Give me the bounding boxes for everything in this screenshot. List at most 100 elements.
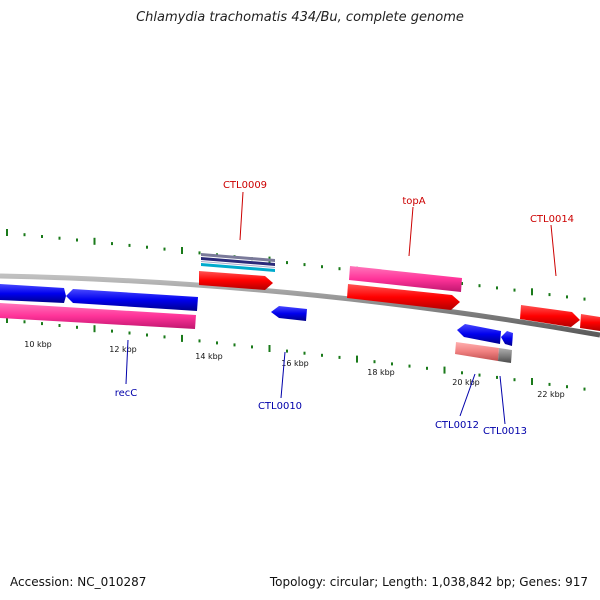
recC-label[interactable]: recC [115,388,138,399]
CTL0014-cds-arrow[interactable] [520,305,580,327]
accession-text: Accession: NC_010287 [10,575,147,589]
major-tick [93,325,96,333]
minor-tick [566,385,568,389]
topA-label[interactable]: topA [402,196,425,207]
major-tick [356,355,358,363]
topA-leader-line [408,206,414,257]
minor-tick [58,324,61,327]
pink-feature-left[interactable] [0,303,196,329]
minor-tick [233,343,236,347]
minor-tick [41,322,43,326]
CTL0012-label[interactable]: CTL0012 [435,420,479,431]
minor-tick [338,355,341,359]
minor-tick [303,351,306,355]
CTL0013-leader-line [499,375,506,425]
minor-tick [76,325,78,329]
pseudo-feature-grey[interactable] [498,348,512,363]
minor-tick [251,345,253,349]
minor-tick [461,282,463,285]
minor-tick [286,349,288,353]
minor-tick [391,362,393,366]
minor-tick [496,375,498,379]
minor-tick [303,263,306,267]
next-cds-arrow[interactable] [580,314,600,331]
topA-feature[interactable] [349,266,462,292]
CTL0009-cds-arrow[interactable] [199,271,273,290]
minor-tick [128,243,131,247]
major-tick [268,345,271,352]
minor-tick [566,295,568,299]
minor-tick [216,341,218,345]
scale-tick-label: 12 kbp [109,345,137,354]
reverse-gene-labels: recC CTL0010 CTL0012 CTL0013 [115,339,527,437]
scale-tick-label: 22 kbp [537,390,565,399]
minor-tick [478,284,481,288]
minor-tick [426,366,428,370]
major-tick [6,229,8,236]
CTL0009-label[interactable]: CTL0009 [223,180,267,191]
minor-tick [23,233,26,237]
CTL0010-label[interactable]: CTL0010 [258,401,302,412]
topA-cds-arrow[interactable] [347,284,460,310]
minor-tick [163,247,166,251]
minor-tick [583,387,586,391]
minor-tick [111,242,113,246]
major-tick [531,378,533,385]
scale-tick-labels: 10 kbp 12 kbp 14 kbp 16 kbp 18 kbp 20 kb… [24,340,565,399]
scale-tick-label: 10 kbp [24,340,52,349]
scale-tick-label: 20 kbp [452,378,480,387]
CTL0012-leader-line [459,373,476,417]
major-tick [93,237,96,245]
scale-tick-label: 14 kbp [195,352,223,361]
topology-text: Topology: circular; Length: 1,038,842 bp… [269,575,588,589]
forward-gene-labels: CTL0009 topA CTL0014 [223,180,574,277]
minor-tick [111,329,113,333]
minor-tick [76,238,78,242]
outer-tick-ring [6,229,586,301]
minor-tick [146,245,148,249]
minor-tick [41,235,43,238]
stack-band-cyan [201,263,275,272]
stack-band-navy [201,257,275,266]
scale-tick-label: 16 kbp [281,359,309,368]
scale-tick-label: 18 kbp [367,368,395,377]
CTL0010-cds-arrow[interactable] [271,306,307,321]
minor-tick [461,371,463,375]
CTL0014-leader-line [550,224,557,277]
minor-tick [478,373,481,377]
minor-tick [146,333,148,337]
CTL0013-label[interactable]: CTL0013 [483,426,527,437]
minor-tick [198,251,201,255]
stack-band-lavender [201,261,275,268]
pseudo-feature-salmon[interactable] [455,342,499,361]
major-tick [6,316,8,323]
minor-tick [373,360,376,364]
minor-tick [321,265,323,269]
CTL0013-cds-arrow[interactable] [501,331,513,346]
CTL0009-leader-line [239,191,244,241]
minor-tick [548,382,551,386]
minor-tick [198,339,201,343]
major-tick [443,366,446,374]
major-tick [181,334,183,342]
inner-tick-ring [6,316,586,391]
stack-band-grey [201,253,275,262]
minor-tick [513,288,516,292]
major-tick [181,247,183,254]
minor-tick [163,335,166,339]
ctl0009-track-stack [201,253,275,272]
minor-tick [408,364,411,368]
recC-gene-arrow[interactable] [66,289,198,311]
minor-tick [58,236,61,240]
recC-cds-arrow[interactable] [0,284,66,303]
CTL0010-leader-line [280,351,286,399]
minor-tick [128,331,131,335]
minor-tick [286,261,288,265]
CTL0014-label[interactable]: CTL0014 [530,214,574,225]
minor-tick [338,267,341,271]
CTL0012-cds-arrow[interactable] [457,324,501,344]
minor-tick [548,293,551,297]
minor-tick [513,378,516,382]
